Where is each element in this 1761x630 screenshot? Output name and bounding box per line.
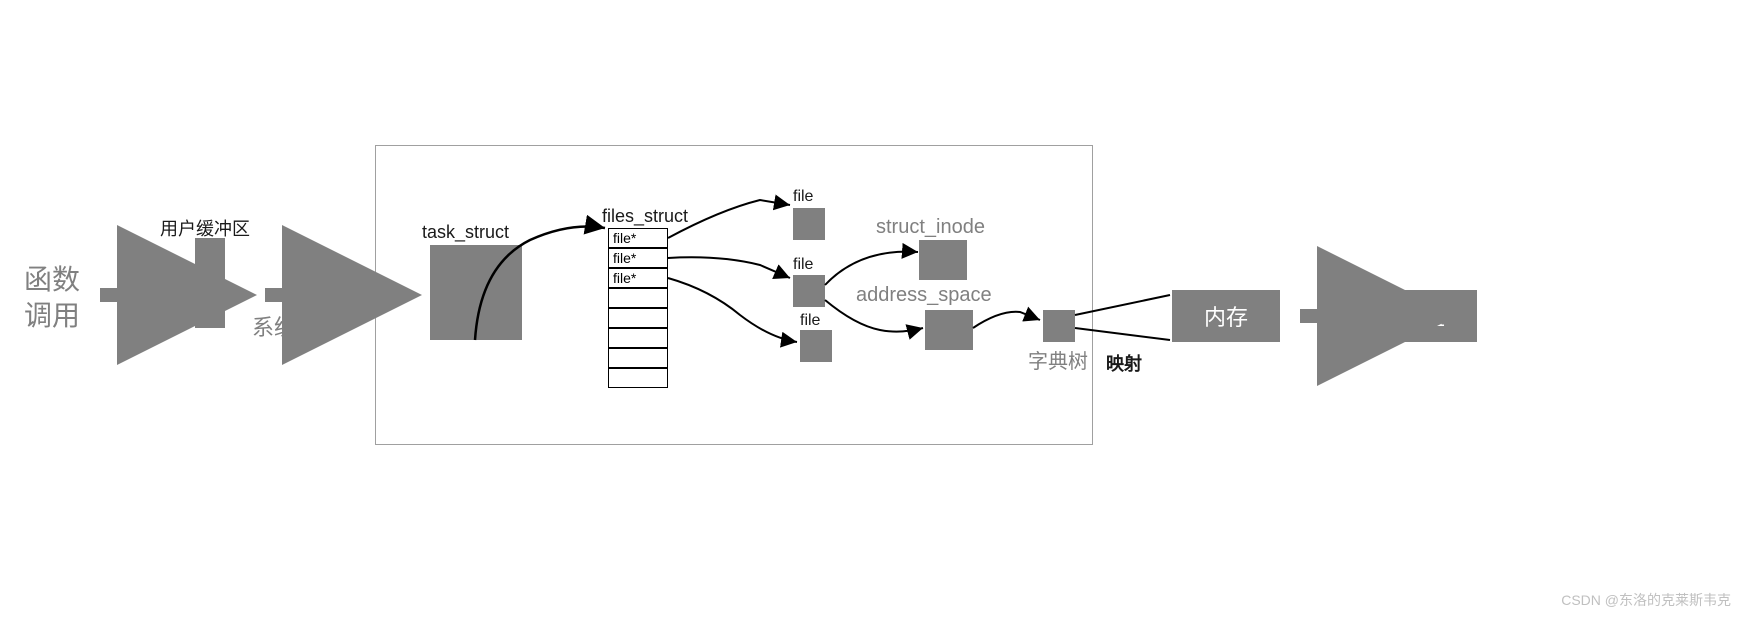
struct-inode-label: struct_inode xyxy=(876,216,985,239)
table-row xyxy=(608,288,668,308)
dict-tree-box xyxy=(1043,310,1075,342)
func-call-line2: 调用 xyxy=(24,298,80,334)
file2-label: file xyxy=(793,256,813,274)
table-row: file* xyxy=(608,248,668,268)
func-call-line1: 函数 xyxy=(24,262,80,298)
disk-box: 磁盘 xyxy=(1369,290,1477,342)
file1-box xyxy=(793,208,825,240)
dict-tree-label: 字典树 xyxy=(1028,345,1088,374)
watermark: CSDN @东洛的克莱斯韦克 xyxy=(1561,590,1731,610)
address-space-box xyxy=(925,310,973,350)
mapping-label: 映射 xyxy=(1106,350,1142,376)
task-struct-label: task_struct xyxy=(422,222,509,243)
disk-label: 磁盘 xyxy=(1401,300,1445,332)
struct-inode-box xyxy=(919,240,967,280)
memory-box: 内存 xyxy=(1172,290,1280,342)
file1-label: file xyxy=(793,188,813,206)
task-struct-box xyxy=(430,245,522,340)
table-row xyxy=(608,308,668,328)
table-row: file* xyxy=(608,228,668,248)
file2-box xyxy=(793,275,825,307)
func-call-label: 函数 调用 xyxy=(24,262,80,334)
address-space-label: address_space xyxy=(856,284,992,307)
table-row xyxy=(608,368,668,388)
table-row xyxy=(608,328,668,348)
user-buffer-box xyxy=(195,238,225,328)
file3-box xyxy=(800,330,832,362)
table-row: file* xyxy=(608,268,668,288)
memory-label: 内存 xyxy=(1204,300,1248,332)
syscall-label: 系统调用 xyxy=(252,310,340,342)
file3-label: file xyxy=(800,312,820,330)
files-struct-label: files_struct xyxy=(602,206,688,227)
table-row xyxy=(608,348,668,368)
